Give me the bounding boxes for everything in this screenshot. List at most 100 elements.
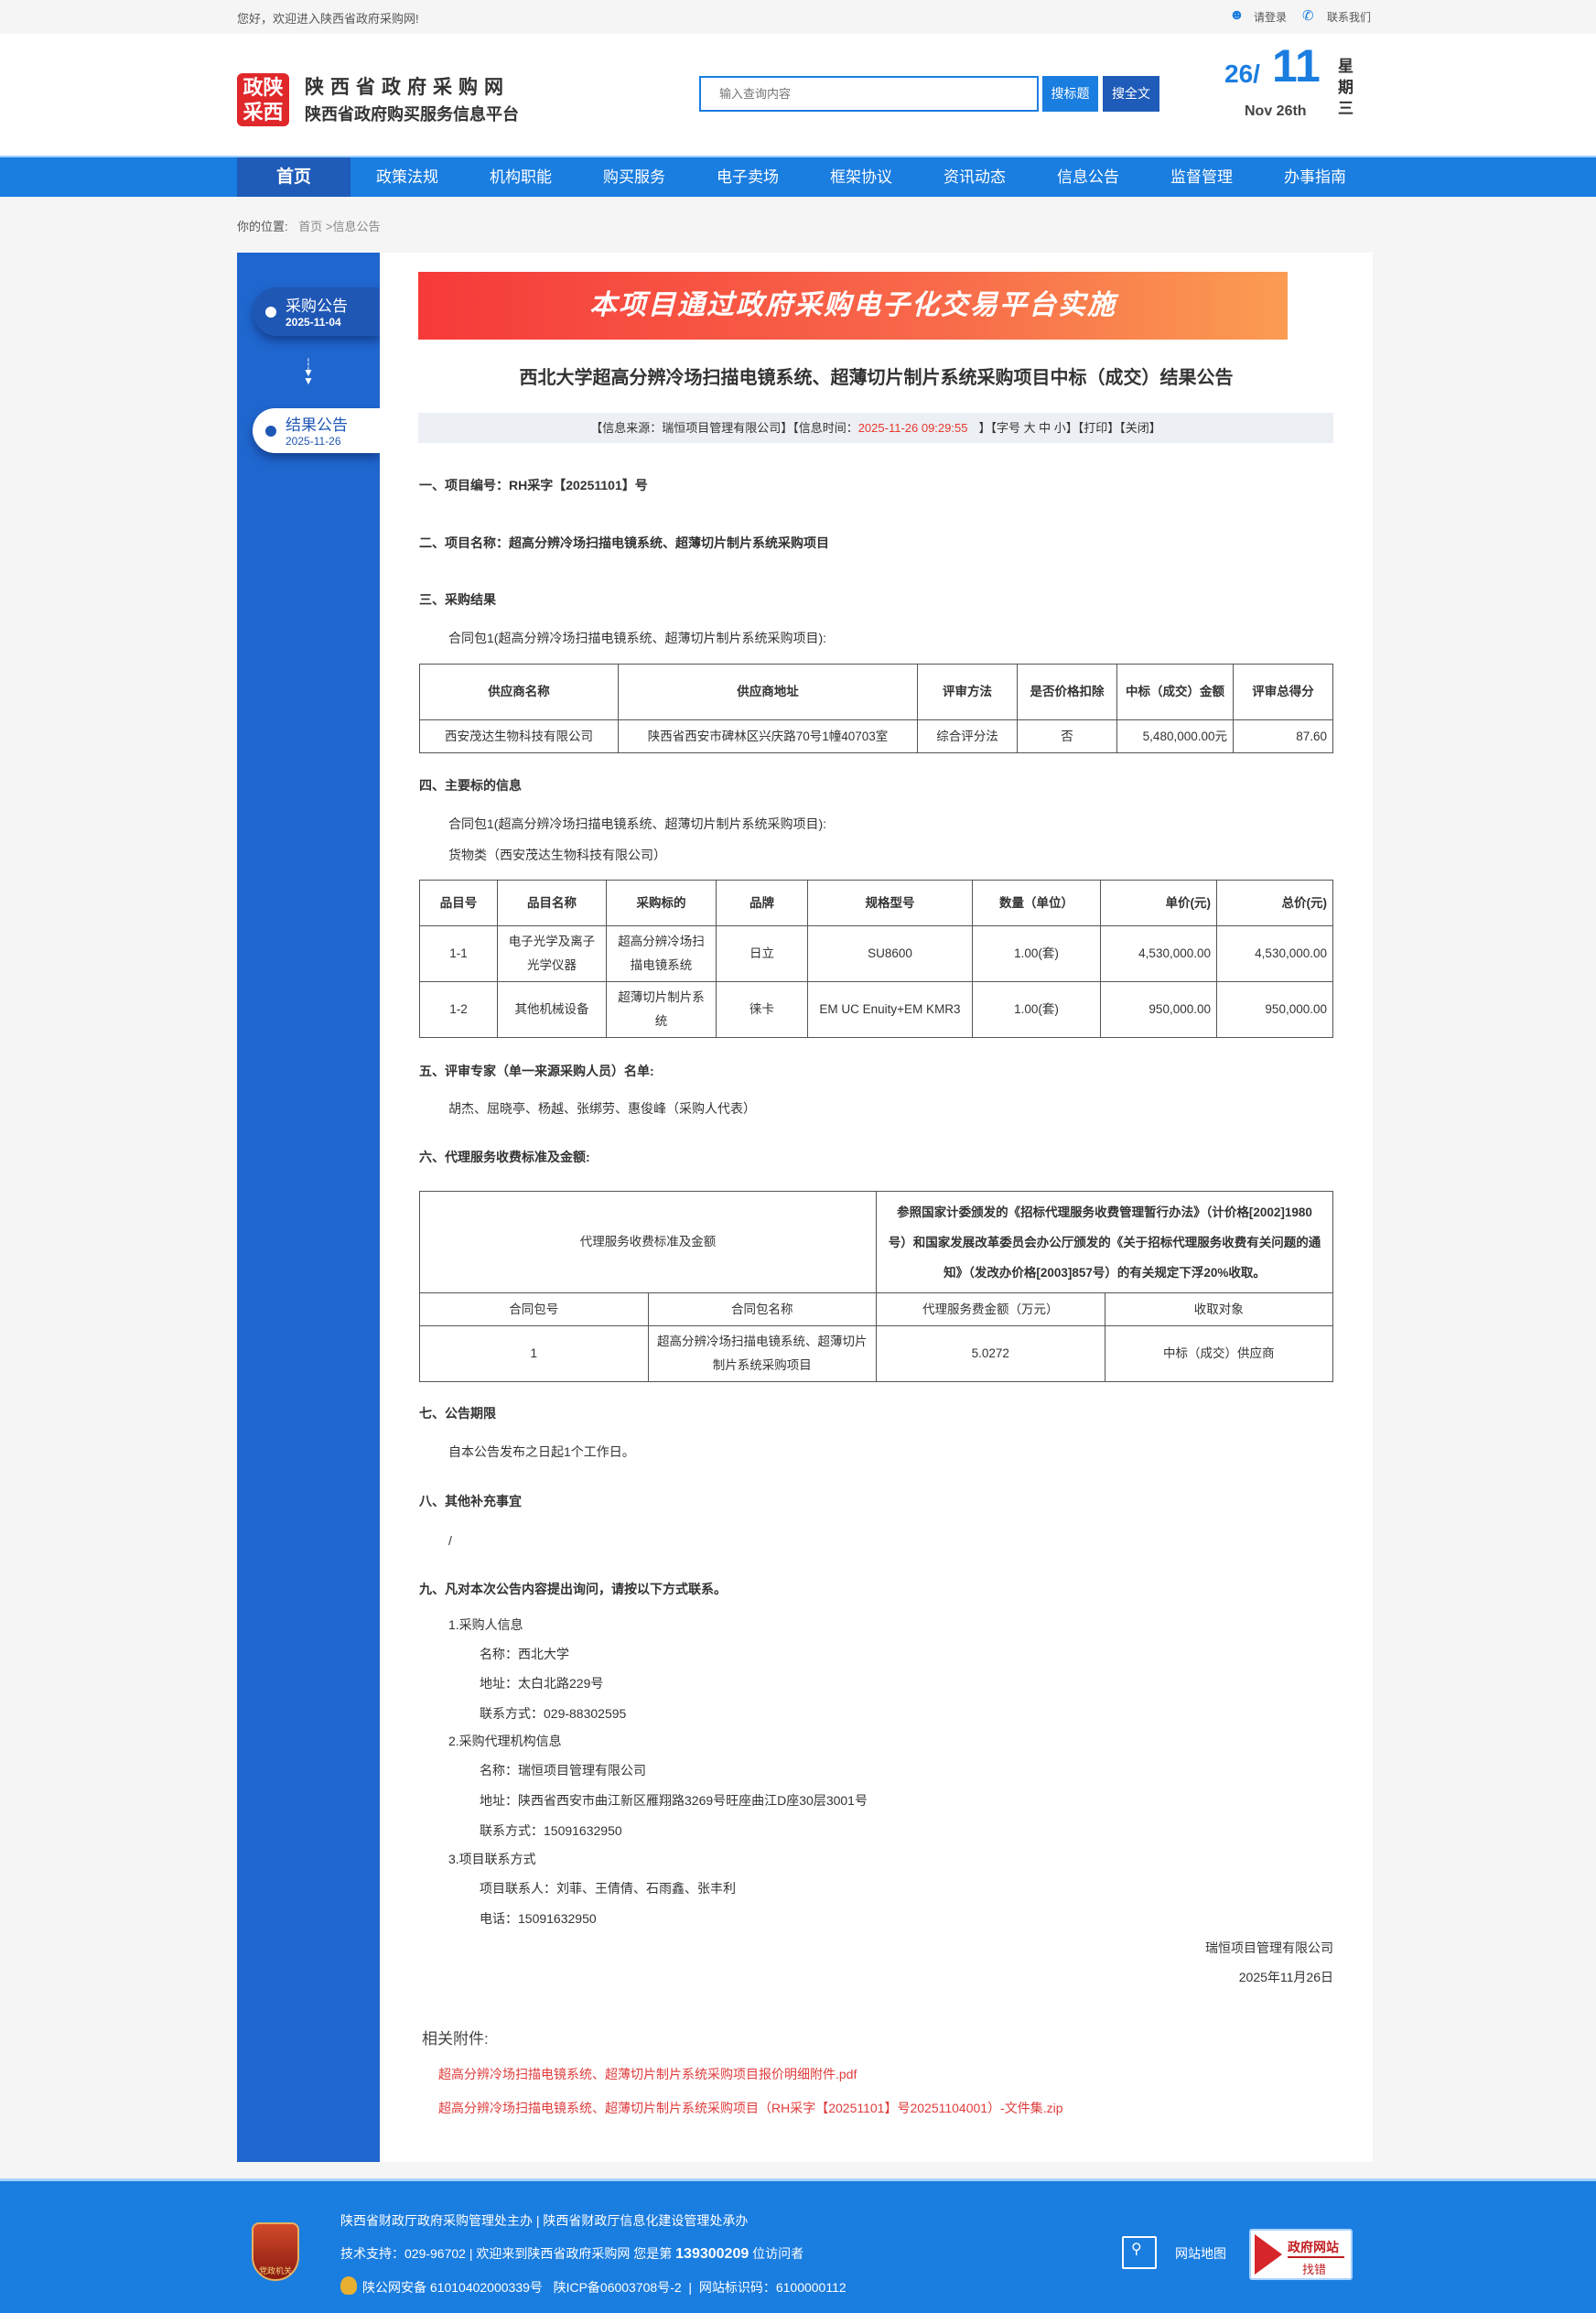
article-meta: 【信息来源：瑞恒项目管理有限公司】【信息时间：2025-11-26 09:29:… [418, 413, 1333, 443]
attachment-link-pdf[interactable]: 超高分辨冷场扫描电镜系统、超薄切片制片系统采购项目报价明细附件.pdf [438, 2067, 857, 2081]
col-header: 合同包名称 [647, 1292, 877, 1326]
cell: 950,000.00 [1216, 981, 1333, 1038]
site-name: 陕西省政府采购网 [305, 77, 510, 98]
emblem-text: 党政机关 [258, 2266, 292, 2275]
cell: EM UC Enuity+EM KMR3 [807, 981, 973, 1038]
find-error-sub: 找错 [1302, 2263, 1327, 2276]
col-header: 中标（成交）金额 [1116, 664, 1234, 720]
table-row: 1-1 电子光学及离子光学仪器 超高分辨冷场扫描电镜系统 日立 SU8600 1.00(套… [419, 925, 1333, 982]
col-header: 是否价格扣除 [1017, 664, 1117, 720]
contact-line: 地址：太白北路229号 [480, 1676, 604, 1691]
login-link[interactable]: 请登录 [1254, 11, 1288, 24]
police-badge-icon [340, 2276, 357, 2295]
col-header: 供应商名称 [419, 664, 619, 720]
breadcrumb-home[interactable]: 首页 [298, 220, 323, 233]
contact-link[interactable]: 联系我们 [1327, 11, 1372, 24]
cell: 1-2 [419, 981, 498, 1038]
article-title: 西北大学超高分辨冷场扫描电镜系统、超薄切片制片系统采购项目中标（成交）结果公告 [519, 368, 1234, 388]
cell: 950,000.00 [1100, 981, 1217, 1038]
col-header: 总价(元) [1216, 880, 1333, 926]
attachments-label: 相关附件: [422, 2030, 489, 2048]
table-row: 1 超高分辨冷场扫描电镜系统、超薄切片制片系统采购项目 5.0272 中标（成交）供应… [419, 1325, 1333, 1382]
contact-line: 联系方式：029-88302595 [480, 1706, 627, 1721]
cell: 超高分辨冷场扫描电镜系统 [606, 925, 717, 982]
cell: 超薄切片制片系统 [606, 981, 717, 1038]
find-error-title: 政府网站 [1288, 2240, 1339, 2254]
visitor-count: 139300209 [675, 2246, 749, 2262]
cell: 其他机械设备 [497, 981, 607, 1038]
cell: 西安茂达生物科技有限公司 [419, 719, 619, 753]
site-logo[interactable]: 政陕采西 [237, 73, 289, 126]
nav-e-mall[interactable]: 电子卖场 [717, 168, 779, 186]
cell: 5.0272 [876, 1325, 1105, 1382]
breadcrumb-separator: > [322, 220, 333, 233]
items-table: 品目号 品目名称 采购标的 品牌 规格型号 数量（单位） 单价(元) 总价(元) 1-1 电子光… [419, 880, 1333, 1038]
search-fulltext-button[interactable]: 搜全文 [1103, 76, 1159, 112]
date-day: 26/ [1224, 59, 1260, 88]
package-label: 合同包1(超高分辨冷场扫描电镜系统、超薄切片制片系统采购项目): [448, 631, 826, 645]
timeline-item-procurement[interactable]: 采购公告 2025-11-04 [253, 287, 380, 336]
weekday-char: 三 [1338, 100, 1353, 117]
col-header: 品目号 [419, 880, 498, 926]
meta-source: 【信息来源：瑞恒项目管理有限公司】【信息时间： [590, 421, 858, 435]
cell: 1.00(套) [972, 981, 1101, 1038]
timeline-item-result[interactable]: 结果公告 2025-11-26 [253, 408, 380, 453]
cell: 87.60 [1233, 719, 1333, 753]
weekday-char: 星 [1338, 58, 1353, 75]
experts-list: 胡杰、屈晓亭、杨越、张绑劳、惠俊峰（采购人代表） [448, 1101, 756, 1116]
nav-agencies[interactable]: 机构职能 [490, 168, 552, 186]
date-english: Nov 26th [1245, 103, 1307, 119]
cell: 1 [419, 1325, 649, 1382]
col-header: 评审总得分 [1233, 664, 1333, 720]
package-label: 合同包1(超高分辨冷场扫描电镜系统、超薄切片制片系统采购项目): [448, 816, 826, 831]
timeline-title: 采购公告 [286, 297, 348, 315]
breadcrumb-current[interactable]: 信息公告 [332, 220, 381, 233]
footer-registration[interactable]: 陕公网安备 61010402000339号 陕ICP备06003708号-2 |… [362, 2280, 847, 2295]
nav-home[interactable]: 首页 [237, 157, 350, 197]
dot-icon [265, 307, 276, 318]
platform-banner: 本项目通过政府采购电子化交易平台实施 [418, 272, 1288, 340]
nav-news[interactable]: 资讯动态 [944, 168, 1006, 186]
date-month: 11 [1272, 40, 1321, 92]
find-error-badge[interactable]: 政府网站 找错 [1249, 2229, 1353, 2280]
search-input[interactable] [699, 76, 1039, 112]
col-header: 规格型号 [807, 880, 973, 926]
section-7: 七、公告期限 [419, 1406, 496, 1421]
col-header: 数量（单位） [972, 880, 1101, 926]
col-header: 采购标的 [606, 880, 717, 926]
party-gov-emblem[interactable]: 党政机关 [252, 2222, 299, 2281]
contact-line: 名称：西北大学 [480, 1647, 569, 1661]
contact-line: 电话：15091632950 [480, 1911, 597, 1926]
top-bar: 您好，欢迎进入陕西省政府采购网! ☻ 请登录 ✆ 联系我们 [0, 0, 1596, 34]
breadcrumb-label: 你的位置: [237, 220, 288, 233]
cell: 1.00(套) [972, 925, 1101, 982]
nav-guide[interactable]: 办事指南 [1284, 168, 1346, 186]
search-title-button[interactable]: 搜标题 [1042, 76, 1098, 112]
meta-actions[interactable]: 】【字号 大 中 小】【打印】【关闭】 [978, 421, 1161, 435]
agency-fee-table: 代理服务收费标准及金额 参照国家计委颁发的《招标代理服务收费管理暂行办法》（计价格… [419, 1191, 1333, 1382]
sitemap-icon[interactable]: ⚲ [1122, 2236, 1157, 2269]
col-header: 供应商地址 [618, 664, 918, 720]
timeline-date: 2025-11-04 [286, 316, 341, 329]
footer-organizers: 陕西省财政厅政府采购管理处主办 | 陕西省财政厅信息化建设管理处承办 [340, 2213, 749, 2228]
nav-framework[interactable]: 框架协议 [830, 168, 892, 186]
cell: 5,480,000.00元 [1116, 719, 1234, 753]
section-9: 九、凡对本次公告内容提出询问，请按以下方式联系。 [419, 1582, 727, 1596]
nav-supervision[interactable]: 监督管理 [1170, 168, 1233, 186]
nav-policy[interactable]: 政策法规 [376, 168, 438, 186]
contact-line: 项目联系人：刘菲、王倩倩、石雨鑫、张丰利 [480, 1881, 736, 1896]
contact-line: 联系方式：15091632950 [480, 1823, 622, 1838]
fee-label: 代理服务收费标准及金额 [419, 1191, 877, 1293]
col-header: 品目名称 [497, 880, 607, 926]
dot-icon [265, 426, 276, 437]
sitemap-link[interactable]: 网站地图 [1175, 2246, 1226, 2261]
timeline-title: 结果公告 [286, 416, 348, 434]
contact-heading: 3.项目联系方式 [448, 1852, 536, 1866]
welcome-text: 您好，欢迎进入陕西省政府采购网! [237, 12, 419, 26]
nav-announcements[interactable]: 信息公告 [1057, 168, 1119, 186]
nav-purchase-services[interactable]: 购买服务 [603, 168, 665, 186]
support-text: 技术支持：029-96702 | 欢迎来到陕西省政府采购网 您是第 [340, 2246, 676, 2261]
announcement-timeline: 采购公告 2025-11-04 ┆ ▼ ▼ 结果公告 2025-11-26 [237, 253, 380, 2162]
cell: 超高分辨冷场扫描电镜系统、超薄切片制片系统采购项目 [647, 1325, 877, 1382]
attachment-link-zip[interactable]: 超高分辨冷场扫描电镜系统、超薄切片制片系统采购项目（RH采字【20251101】… [438, 2101, 1063, 2115]
